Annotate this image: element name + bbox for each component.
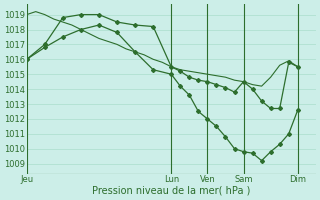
X-axis label: Pression niveau de la mer( hPa ): Pression niveau de la mer( hPa ) (92, 186, 251, 196)
